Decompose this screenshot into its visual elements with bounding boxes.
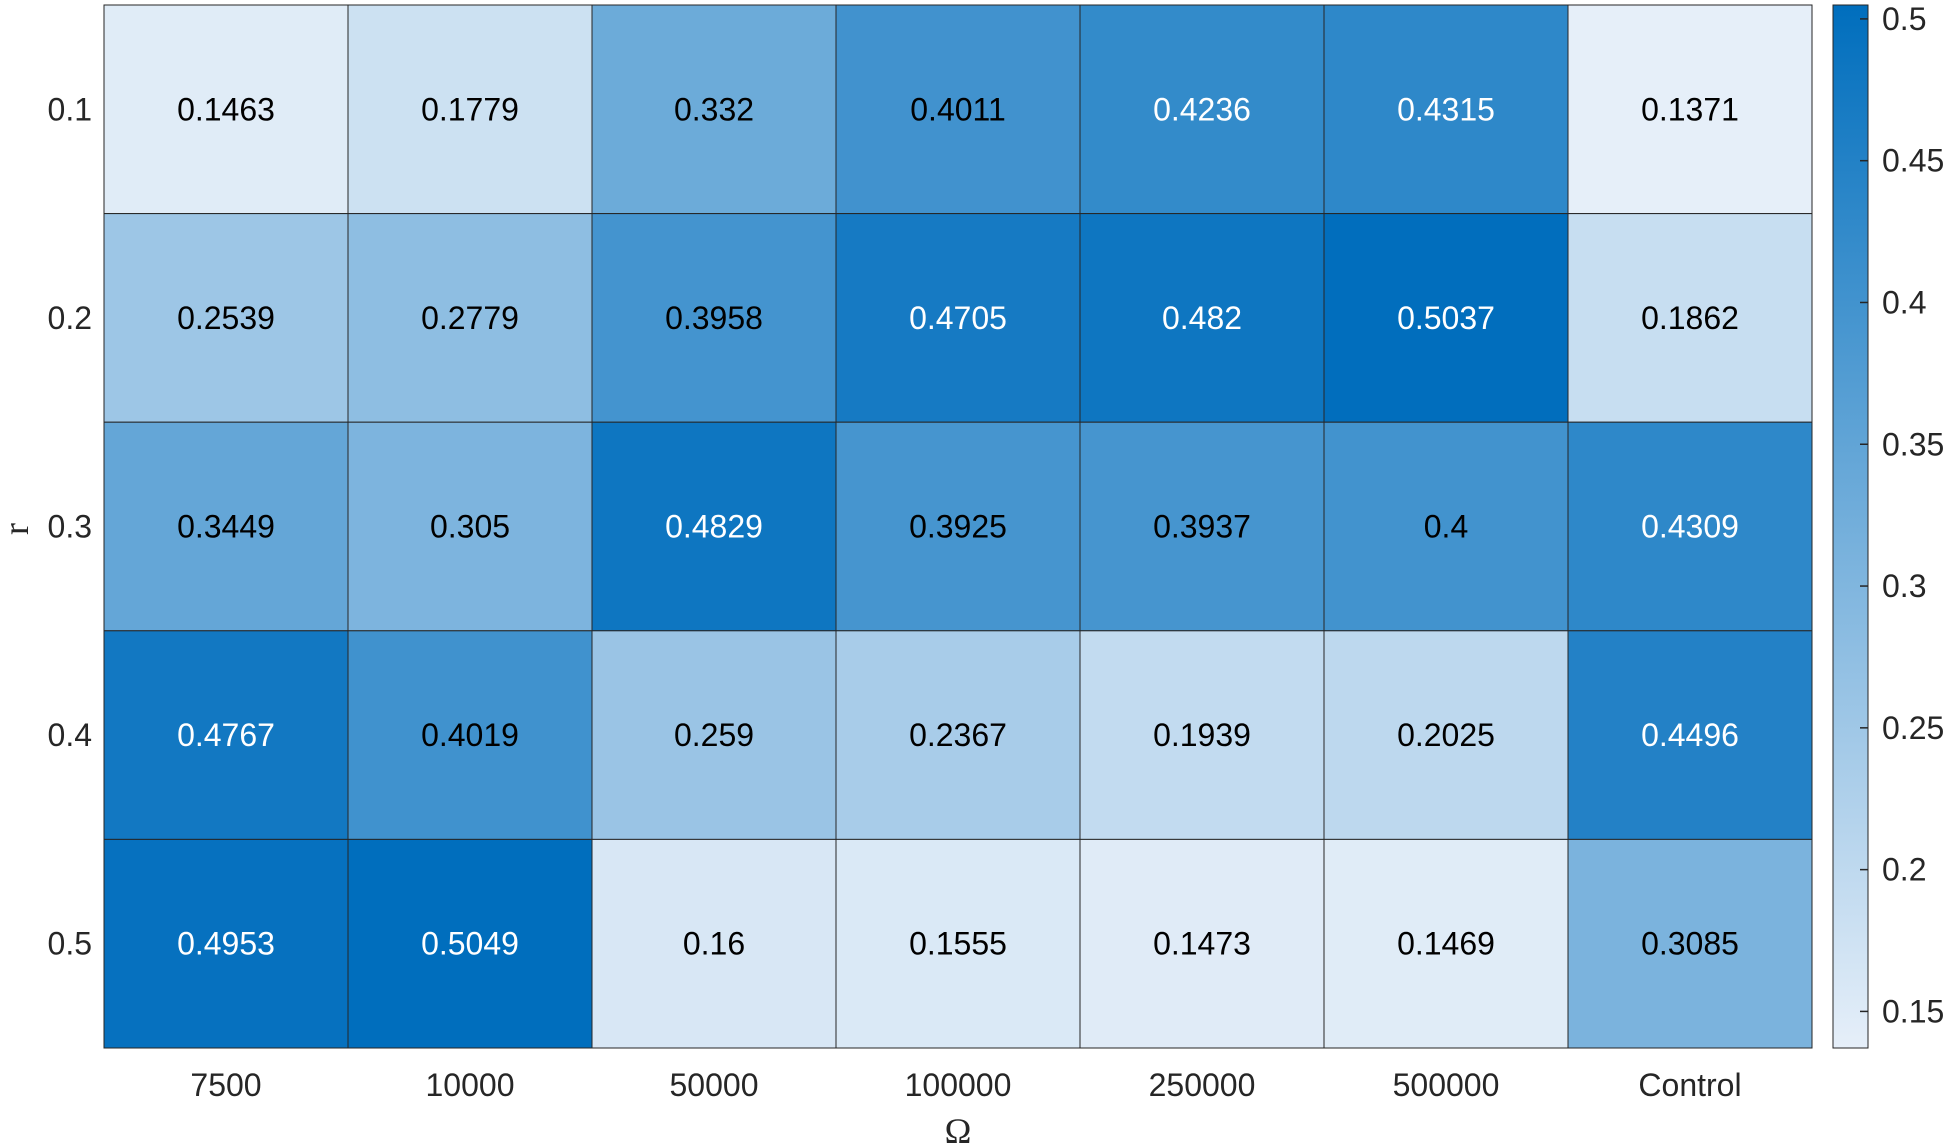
cell-value-label: 0.4019 (421, 717, 519, 753)
colorbar-tick-label: 0.5 (1882, 1, 1926, 37)
cell-value-label: 0.1862 (1641, 300, 1739, 336)
cell-value-label: 0.332 (674, 91, 754, 127)
heatmap-cell (103, 421, 349, 632)
x-tick-label: 50000 (670, 1067, 759, 1103)
heatmap-cell (1079, 213, 1325, 423)
x-axis-label: Ω (945, 1111, 972, 1147)
cell-value-label: 0.2539 (177, 300, 275, 336)
y-tick-label: 0.4 (48, 717, 92, 753)
cell-value-label: 0.1371 (1641, 91, 1739, 127)
cell-value-label: 0.5049 (421, 926, 519, 962)
heatmap-cell (1079, 421, 1325, 632)
heatmap-cell (1567, 213, 1813, 423)
colorbar-gradient (1832, 4, 1869, 1049)
heatmap-cell (103, 630, 349, 840)
heatmap-cell (835, 4, 1081, 215)
cell-value-label: 0.4767 (177, 717, 275, 753)
heatmap-cell (1323, 838, 1569, 1049)
cell-value-label: 0.1555 (909, 926, 1007, 962)
cell-value-label: 0.4309 (1641, 509, 1739, 545)
colorbar-tick-label: 0.35 (1882, 426, 1944, 462)
heatmap-cell (347, 4, 593, 215)
cell-value-label: 0.1463 (177, 91, 275, 127)
cell-value-label: 0.1469 (1397, 926, 1495, 962)
cell-value-label: 0.4315 (1397, 91, 1495, 127)
heatmap-cell (1323, 630, 1569, 840)
colorbar-tick-label: 0.2 (1882, 852, 1926, 888)
cell-value-label: 0.4 (1424, 509, 1468, 545)
y-axis-label: r (0, 523, 36, 535)
x-tick-label: 10000 (426, 1067, 515, 1103)
cell-value-label: 0.5037 (1397, 300, 1495, 336)
cell-value-label: 0.3449 (177, 509, 275, 545)
colorbar-tick-label: 0.15 (1882, 993, 1944, 1029)
heatmap-cell (591, 4, 837, 215)
cell-value-label: 0.2779 (421, 300, 519, 336)
heatmap-cell (1079, 4, 1325, 215)
heatmap-cell (835, 630, 1081, 840)
heatmap-cell (1567, 421, 1813, 632)
cell-value-label: 0.4953 (177, 926, 275, 962)
x-tick-label: 7500 (190, 1067, 261, 1103)
x-tick-label: Control (1638, 1067, 1741, 1103)
heatmap-cell (591, 213, 837, 423)
heatmap-cell (1323, 421, 1569, 632)
heatmap-cells (103, 4, 1813, 1049)
cell-value-label: 0.16 (683, 926, 745, 962)
heatmap-cell (1567, 630, 1813, 840)
colorbar-ticks: 0.15 0.2 0.25 0.3 0.35 0.4 0.45 0.5 (1860, 1, 1944, 1029)
cell-value-label: 0.4236 (1153, 91, 1251, 127)
heatmap-cell (1567, 4, 1813, 215)
x-tick-label: 500000 (1393, 1067, 1500, 1103)
heatmap-cell (591, 838, 837, 1049)
cell-value-label: 0.2367 (909, 717, 1007, 753)
heatmap-cell (1567, 838, 1813, 1049)
cell-value-label: 0.3085 (1641, 926, 1739, 962)
x-tick-label: 100000 (905, 1067, 1012, 1103)
colorbar: 0.15 0.2 0.25 0.3 0.35 0.4 0.45 0.5 (1832, 1, 1944, 1049)
x-axis-ticks: 7500 10000 50000 100000 250000 500000 Control (190, 1067, 1741, 1103)
heatmap-cell (835, 421, 1081, 632)
y-axis-ticks: 0.1 0.2 0.3 0.4 0.5 (48, 91, 92, 961)
cell-value-label: 0.259 (674, 717, 754, 753)
cell-value-label: 0.4496 (1641, 717, 1739, 753)
colorbar-tick-label: 0.45 (1882, 143, 1944, 179)
cell-value-label: 0.305 (430, 509, 510, 545)
cell-value-label: 0.1473 (1153, 926, 1251, 962)
colorbar-tick-label: 0.4 (1882, 284, 1926, 320)
cell-value-label: 0.1779 (421, 91, 519, 127)
cell-value-label: 0.1939 (1153, 717, 1251, 753)
y-tick-label: 0.2 (48, 300, 92, 336)
heatmap-cell (1323, 4, 1569, 215)
cell-value-label: 0.482 (1162, 300, 1242, 336)
heatmap-cell (591, 421, 837, 632)
heatmap-cell (1079, 630, 1325, 840)
heatmap-cell (1323, 213, 1569, 423)
cell-value-label: 0.4829 (665, 509, 763, 545)
x-tick-label: 250000 (1149, 1067, 1256, 1103)
cell-value-label: 0.3925 (909, 509, 1007, 545)
heatmap-cell (103, 4, 349, 215)
colorbar-tick-label: 0.25 (1882, 710, 1944, 746)
cell-value-label: 0.2025 (1397, 717, 1495, 753)
heatmap-cell (347, 630, 593, 840)
cell-value-label: 0.4011 (910, 91, 1006, 127)
heatmap-cell (103, 213, 349, 423)
cell-value-label: 0.4705 (909, 300, 1007, 336)
heatmap-cell (347, 421, 593, 632)
heatmap-cell (103, 838, 349, 1049)
y-tick-label: 0.5 (48, 926, 92, 962)
y-tick-label: 0.1 (48, 91, 92, 127)
cell-value-label: 0.3958 (665, 300, 763, 336)
y-tick-label: 0.3 (48, 509, 92, 545)
cell-value-label: 0.3937 (1153, 509, 1251, 545)
colorbar-tick-label: 0.3 (1882, 568, 1926, 604)
heatmap-cell-labels: 0.1463 0.1779 0.332 0.4011 0.4236 0.4315 0.137… (177, 91, 1739, 961)
